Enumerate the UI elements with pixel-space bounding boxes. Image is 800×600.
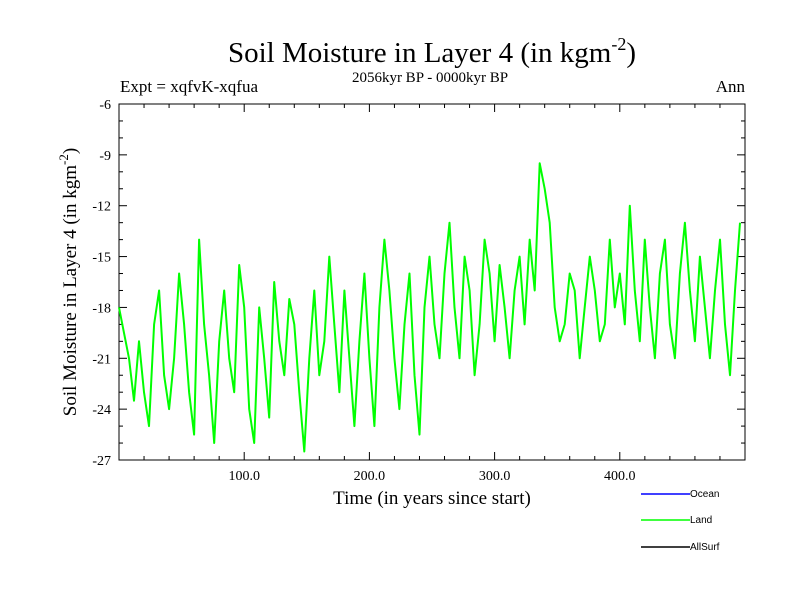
- chart-title: Soil Moisture in Layer 4 (in kgm-2): [228, 34, 636, 69]
- legend-ocean-label: Ocean: [690, 489, 719, 500]
- y-axis-label: Soil Moisture in Layer 4 (in kgm-2): [56, 148, 81, 416]
- x-tick-label: 100.0: [228, 469, 260, 484]
- chart-subtitle: 2056kyr BP - 0000kyr BP: [352, 70, 508, 86]
- season-label: Ann: [716, 77, 746, 96]
- plot-frame: [118, 103, 746, 461]
- y-tick-label: -12: [92, 200, 111, 215]
- y-tick-label: -21: [92, 352, 111, 367]
- legend-allsurf-label: AllSurf: [690, 542, 720, 553]
- y-tick-label: -24: [92, 403, 111, 418]
- y-tick-label: -9: [99, 149, 111, 164]
- experiment-label: Expt = xqfvK-xqfua: [120, 77, 258, 96]
- series-layer: [118, 162, 741, 453]
- x-tick-label: 200.0: [354, 469, 386, 484]
- legend-land-label: Land: [690, 515, 712, 526]
- legend: Ocean Land AllSurf: [641, 489, 720, 553]
- y-tick-label: -6: [99, 98, 111, 113]
- y-axis: -27 -24 -21 -18 -15 -12 -9 -6: [92, 98, 745, 469]
- y-tick-label: -27: [92, 454, 111, 469]
- x-axis-label: Time (in years since start): [333, 488, 531, 509]
- x-tick-label: 300.0: [479, 469, 511, 484]
- y-tick-label: -18: [92, 301, 111, 316]
- series-line-land: [118, 162, 741, 453]
- y-tick-label: -15: [92, 251, 111, 266]
- x-tick-label: 400.0: [604, 469, 636, 484]
- x-axis: 100.0 200.0 300.0 400.0: [143, 104, 721, 484]
